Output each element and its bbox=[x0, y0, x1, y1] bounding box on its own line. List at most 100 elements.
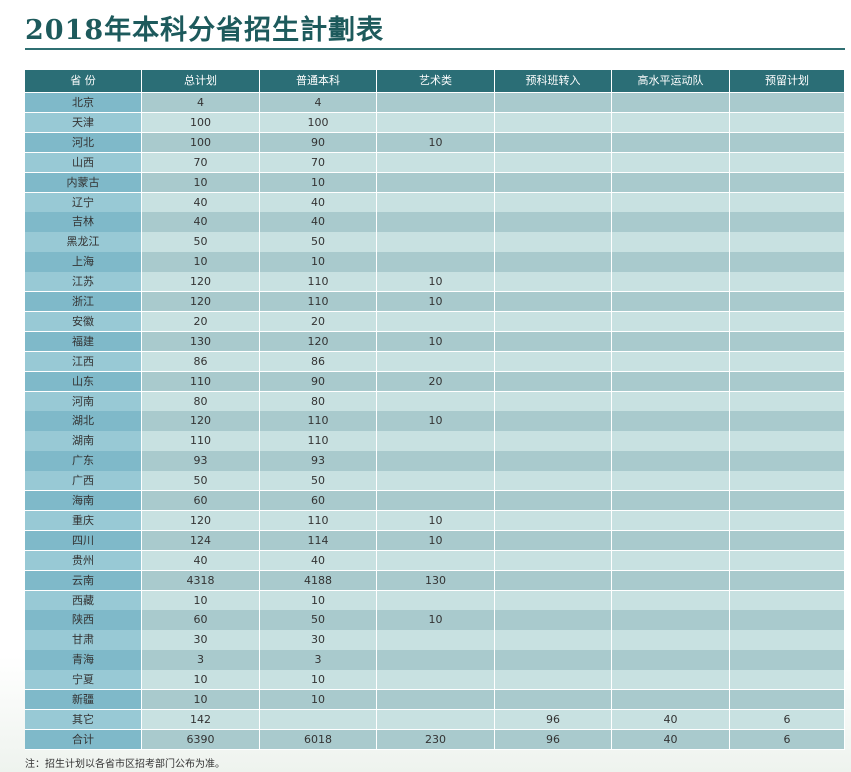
table-cell: 60 bbox=[260, 491, 377, 512]
table-cell: 120 bbox=[260, 331, 377, 353]
table-cell bbox=[495, 451, 612, 472]
table-cell: 6 bbox=[730, 729, 845, 751]
table-cell: 10 bbox=[260, 252, 377, 273]
table-cell: 30 bbox=[142, 630, 260, 651]
table-cell bbox=[495, 351, 612, 373]
table-cell bbox=[730, 530, 845, 552]
table-cell: 60 bbox=[142, 491, 260, 512]
row-header: 辽宁 bbox=[25, 192, 142, 213]
table-cell bbox=[260, 709, 377, 731]
table-cell bbox=[377, 93, 495, 114]
column-header: 总计划 bbox=[142, 70, 260, 93]
table-cell bbox=[612, 132, 730, 154]
table-cell bbox=[377, 351, 495, 373]
row-header: 内蒙古 bbox=[25, 172, 142, 193]
table-cell bbox=[730, 172, 845, 193]
row-header: 海南 bbox=[25, 491, 142, 512]
table-cell bbox=[377, 670, 495, 691]
table-cell: 10 bbox=[260, 172, 377, 193]
table-cell bbox=[495, 232, 612, 253]
table-cell bbox=[495, 272, 612, 293]
table-cell: 110 bbox=[260, 431, 377, 452]
table-cell bbox=[495, 411, 612, 432]
table-cell bbox=[730, 391, 845, 412]
table-cell: 110 bbox=[142, 431, 260, 452]
table-cell: 20 bbox=[260, 311, 377, 333]
title: 2018年本科分省招生計劃表 bbox=[25, 15, 385, 46]
table-cell bbox=[377, 192, 495, 213]
table-cell: 10 bbox=[377, 331, 495, 353]
row-header: 其它 bbox=[25, 709, 142, 731]
table-cell bbox=[495, 391, 612, 412]
row-header: 天津 bbox=[25, 112, 142, 134]
table-cell: 50 bbox=[260, 471, 377, 492]
table-cell: 6 bbox=[730, 709, 845, 731]
table-cell bbox=[495, 650, 612, 671]
table-cell bbox=[730, 690, 845, 711]
table-cell bbox=[377, 590, 495, 611]
table-cell: 50 bbox=[142, 232, 260, 253]
row-header: 湖北 bbox=[25, 411, 142, 432]
table-cell: 93 bbox=[142, 451, 260, 472]
table-cell: 40 bbox=[260, 192, 377, 213]
table-cell: 70 bbox=[142, 152, 260, 174]
table-cell: 10 bbox=[260, 690, 377, 711]
row-header: 山东 bbox=[25, 371, 142, 392]
table-cell bbox=[495, 132, 612, 154]
table-cell bbox=[377, 630, 495, 651]
table-cell bbox=[730, 272, 845, 293]
table-cell bbox=[612, 670, 730, 691]
table-cell bbox=[612, 192, 730, 213]
table-cell bbox=[612, 650, 730, 671]
table-cell: 4318 bbox=[142, 570, 260, 591]
table-cell bbox=[377, 172, 495, 193]
table-cell bbox=[612, 311, 730, 333]
table-cell: 90 bbox=[260, 132, 377, 154]
table-cell: 80 bbox=[260, 391, 377, 412]
row-header: 青海 bbox=[25, 650, 142, 671]
table-cell: 110 bbox=[260, 272, 377, 293]
table-cell: 10 bbox=[142, 690, 260, 711]
table-cell bbox=[730, 371, 845, 392]
table-cell: 40 bbox=[612, 729, 730, 751]
column-header: 省 份 bbox=[25, 70, 142, 93]
table-cell bbox=[730, 451, 845, 472]
table-cell: 120 bbox=[142, 292, 260, 313]
table-cell bbox=[730, 252, 845, 273]
table-cell bbox=[730, 132, 845, 154]
table-cell bbox=[730, 590, 845, 611]
table-cell bbox=[495, 112, 612, 134]
table-cell bbox=[612, 590, 730, 611]
table-cell bbox=[495, 192, 612, 213]
row-header: 广西 bbox=[25, 471, 142, 492]
row-header: 河南 bbox=[25, 391, 142, 412]
table-cell: 40 bbox=[260, 212, 377, 233]
row-header: 吉林 bbox=[25, 212, 142, 233]
table-cell bbox=[730, 311, 845, 333]
table-cell bbox=[377, 451, 495, 472]
table-cell bbox=[730, 93, 845, 114]
table-cell: 10 bbox=[142, 172, 260, 193]
table-cell: 10 bbox=[377, 610, 495, 631]
column-header: 高水平运动队 bbox=[612, 70, 730, 93]
column-header: 预留计划 bbox=[730, 70, 845, 93]
row-header: 四川 bbox=[25, 530, 142, 552]
row-header: 安徽 bbox=[25, 311, 142, 333]
table-cell: 230 bbox=[377, 729, 495, 751]
table-cell bbox=[730, 411, 845, 432]
table-cell bbox=[730, 152, 845, 174]
table-cell bbox=[730, 510, 845, 532]
row-header: 湖南 bbox=[25, 431, 142, 452]
table-cell bbox=[612, 232, 730, 253]
table-cell: 100 bbox=[142, 132, 260, 154]
table-cell: 96 bbox=[495, 709, 612, 731]
table-cell: 10 bbox=[260, 590, 377, 611]
title-rule bbox=[25, 48, 845, 50]
table-cell: 110 bbox=[260, 292, 377, 313]
row-header: 河北 bbox=[25, 132, 142, 154]
table-cell: 40 bbox=[142, 212, 260, 233]
table-cell: 50 bbox=[260, 610, 377, 631]
table-cell bbox=[730, 491, 845, 512]
table-cell: 142 bbox=[142, 709, 260, 731]
table-cell: 130 bbox=[377, 570, 495, 591]
